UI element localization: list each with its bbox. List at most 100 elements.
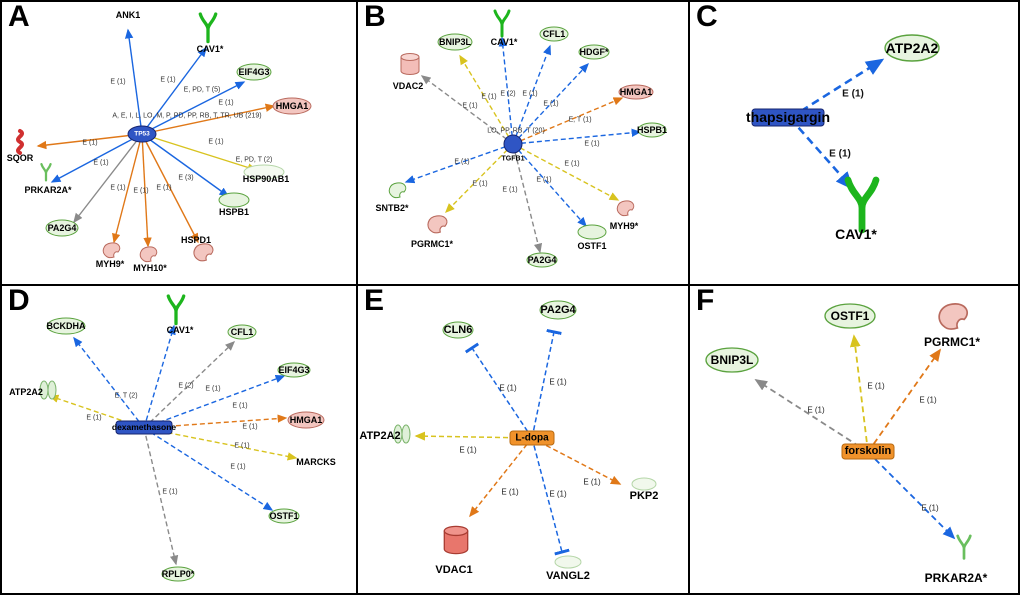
- node-label-rplp0: RPLP0*: [161, 569, 195, 579]
- node-label-pa2g4: PA2G4: [47, 223, 77, 233]
- node-cln6-oval: [442, 321, 474, 339]
- node-vangl2-oval: [554, 555, 582, 569]
- edge-label: E (1): [921, 503, 939, 513]
- edge-label: E (1): [501, 487, 519, 497]
- node-label-bnip3l: BNIP3L: [710, 353, 754, 367]
- node-label-atp2a2: ATP2A2: [359, 430, 401, 442]
- node-rplp0-oval: [161, 566, 195, 582]
- node-label-pa2g4: PA2G4: [527, 255, 557, 265]
- edge-label: E (3): [178, 174, 194, 182]
- node-label-pkp2: PKP2: [629, 490, 659, 502]
- node-atp2a2-channel-icon: [393, 424, 411, 444]
- panel-letter-c: C: [696, 0, 718, 33]
- node-label-hspb1: HSPB1: [218, 207, 250, 217]
- node-myh10-icon: [139, 246, 158, 263]
- panel-d-network-svg: [39, 294, 325, 582]
- edge-label: E (1): [133, 187, 149, 195]
- edge-label: E (1): [522, 90, 538, 98]
- center-ldopa-rect: [509, 430, 555, 446]
- edge-label: E (1): [481, 93, 497, 101]
- node-pgrmc1-icon: [938, 303, 968, 330]
- node-label-vdac2: VDAC2: [392, 81, 424, 91]
- edge-label: E (1): [543, 100, 559, 108]
- edge-label: E (1): [462, 102, 478, 110]
- node-bckdha-oval: [46, 317, 86, 335]
- center-tp53-oval: [127, 125, 157, 143]
- edge-label: E, PD, T (2): [235, 156, 273, 164]
- center-node-label: dexamethasone: [111, 422, 177, 432]
- edge-label: E (1): [584, 140, 600, 148]
- center-dexamethasone-rect: [115, 420, 173, 435]
- edge-label: E (1): [156, 184, 172, 192]
- node-label-bckdha: BCKDHA: [46, 321, 86, 331]
- center-node-label: TP53: [134, 130, 150, 138]
- edge-lines: [404, 36, 642, 254]
- center-node-label: L-dopa: [515, 432, 549, 444]
- edge-label: E (1): [110, 184, 126, 192]
- edge-label: E (1): [564, 160, 580, 168]
- node-bnip3l-oval: [705, 347, 759, 373]
- node-label-prkar2a: PRKAR2A*: [924, 571, 988, 585]
- edge-label: E (1): [162, 488, 178, 496]
- node-label-hsp90ab1: HSP90AB1: [242, 174, 290, 184]
- node-label-hmga1: HMGA1: [619, 87, 653, 97]
- edge-label: E (1): [459, 445, 477, 455]
- node-eif4g3-oval: [277, 362, 311, 378]
- node-myh9-icon: [616, 200, 635, 217]
- node-label-eif4g3: EIF4G3: [238, 67, 270, 77]
- node-vdac2-cylinder-icon: [400, 53, 420, 75]
- node-label-sntb2: SNTB2*: [375, 203, 409, 213]
- edge-label: E (1): [549, 377, 567, 387]
- node-label-hspb1: HSPB1: [636, 125, 668, 135]
- node-label-pgrmc1: PGRMC1*: [923, 335, 981, 349]
- edge-label: E (1): [230, 463, 246, 471]
- node-hmga1-oval: [272, 97, 312, 115]
- node-sqor-icon: [16, 129, 24, 155]
- edge-label: E (1): [218, 99, 234, 107]
- node-cfl1-oval: [227, 324, 257, 340]
- node-hmga1-oval: [287, 411, 325, 429]
- node-hspb1-oval: [637, 122, 667, 138]
- node-hspd1-icon: [193, 243, 214, 262]
- node-label-atp2a2: ATP2A2: [9, 387, 43, 397]
- edge-label: E (1): [208, 138, 224, 146]
- panel-a: A TP53 ANK1 CAV1* EIF4G3 HMGA1 SQOR PRKA…: [2, 2, 358, 286]
- node-pa2g4-oval: [526, 252, 558, 268]
- node-pa2g4-oval: [539, 300, 577, 320]
- edge-label: E (1): [242, 423, 258, 431]
- panel-letter-a: A: [8, 0, 30, 33]
- edge-label: E (1): [110, 78, 126, 86]
- node-label-ostf1: OSTF1: [577, 241, 607, 251]
- node-label-myh9: MYH9*: [95, 259, 125, 269]
- panel-f-network-svg: [705, 303, 972, 560]
- edge-label: E (1): [472, 180, 488, 188]
- edge-label: E (1): [205, 385, 221, 393]
- panel-b-network-svg: [388, 9, 667, 268]
- node-label-atp2a2: ATP2A2: [885, 40, 939, 56]
- edge-label: E (1): [160, 76, 176, 84]
- node-hsp90ab1-oval: [243, 164, 285, 180]
- node-atp2a2-channel-icon: [39, 380, 57, 400]
- node-pgrmc1-icon: [427, 215, 448, 234]
- node-cav1-receptor-icon: [198, 12, 218, 44]
- edge-label: E, PD, T (5): [183, 86, 221, 94]
- panel-letter-f: F: [696, 284, 715, 317]
- node-label-hdgf: HDGF*: [579, 47, 609, 57]
- panel-c: C thapsigargin ATP2A2 CAV1* E (1) E (1): [690, 0, 1018, 286]
- node-label-pgrmc1: PGRMC1*: [410, 239, 454, 249]
- node-pa2g4-oval: [45, 219, 79, 237]
- edge-label: LO, PP, RB, T (20): [487, 127, 545, 135]
- center-node-label: TGFB1: [501, 155, 525, 163]
- node-bnip3l-oval: [437, 33, 473, 51]
- edge-label: E (1): [549, 489, 567, 499]
- node-cav1-receptor-icon: [493, 9, 511, 38]
- edge-label: E (1): [499, 383, 517, 393]
- edge-label: E (1): [583, 477, 601, 487]
- node-label-hmga1: HMGA1: [289, 415, 323, 425]
- node-ostf1-oval: [824, 303, 876, 329]
- edge-lines: [48, 324, 298, 566]
- center-forskolin-rect: [841, 443, 895, 460]
- node-label-ostf1: OSTF1: [269, 511, 299, 521]
- node-label-cav1: CAV1*: [835, 226, 877, 242]
- edge-lines: [414, 329, 622, 556]
